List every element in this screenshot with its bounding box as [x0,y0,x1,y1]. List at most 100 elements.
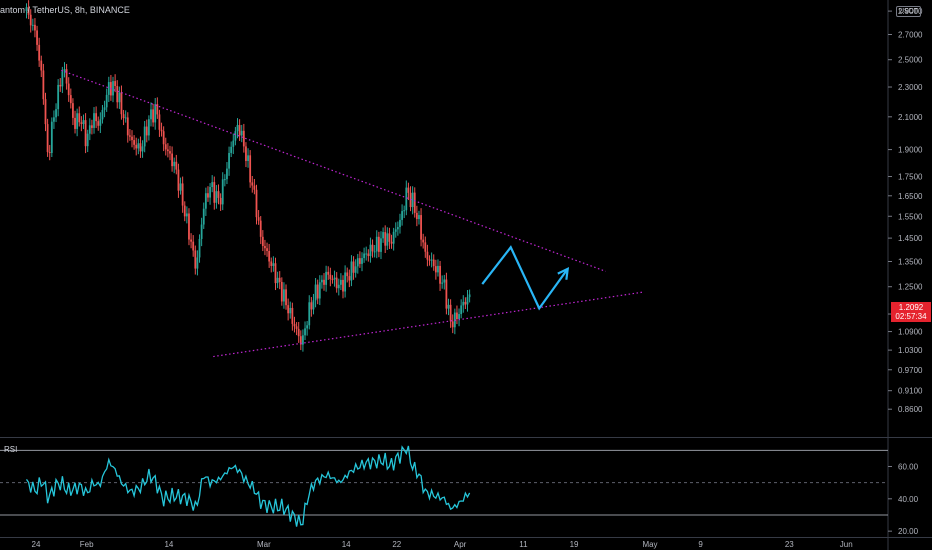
current-price-tag: 1.2092 02:57:34 [891,302,931,322]
candle-body [118,92,121,103]
candle-body [196,257,199,269]
candle-body [124,117,127,119]
candle-body [122,114,125,118]
candle-body [339,279,342,285]
candle-body [213,182,216,203]
candle-body [367,253,370,257]
candle-body [219,197,222,205]
candle-body [462,301,465,306]
price-tick-label: 1.0300 [898,346,923,355]
candle-body [293,323,296,327]
price-tick-label: 2.7000 [898,31,923,40]
candle-body [76,113,79,129]
candle-body [173,161,176,167]
candle-body [152,109,155,123]
chart-title[interactable]: antom / TetherUS, 8h, BINANCE [0,5,130,15]
candle-body [407,187,410,193]
candle-body [141,146,144,152]
price-tick-label: 1.4500 [898,234,923,243]
candle-body [399,219,401,228]
candle-body [156,104,159,115]
price-tick-label: 0.9700 [898,366,923,375]
candle-body [405,187,408,211]
candle-body [103,107,106,110]
candle-body [65,69,68,84]
candle-body [268,250,271,262]
candle-body [375,236,378,252]
candle-body [276,277,279,284]
candle-body [137,143,140,149]
candle-body [95,113,98,122]
candle-body [175,161,178,170]
candle-body [464,301,467,305]
candle-body [169,151,171,154]
candle-body [126,117,129,136]
projection-arrowhead [557,267,570,280]
candle-body [432,259,435,267]
candle-body [215,191,218,203]
candle-body [445,279,448,309]
candle-body [160,129,163,132]
candle-body [97,121,100,126]
price-tick-label: 2.1000 [898,113,923,122]
candle-body [259,220,262,237]
candle-body [69,95,72,104]
candle-body [72,103,74,118]
candle-body [289,307,292,314]
candle-body [61,71,64,87]
candle-body [428,259,431,261]
time-tick-label: 23 [785,540,794,549]
price-tick-label: 1.3500 [898,258,923,267]
candle-body [443,279,446,283]
candle-body [274,263,277,284]
candle-body [278,277,281,282]
time-tick-label: Jun [840,540,853,549]
candle-body [162,131,165,145]
candle-body [354,266,357,273]
candle-body [358,258,361,264]
candle-body [181,183,184,206]
rsi-label[interactable]: RSI [4,445,18,454]
candle-body [388,233,391,242]
candle-body [291,307,294,324]
candle-body [74,117,76,129]
candle-body [348,276,351,281]
candle-body [249,155,252,183]
candle-body [183,205,186,217]
candle-body [139,143,142,152]
candle-body [302,335,304,345]
candle-body [285,289,287,306]
candle-body [217,191,220,198]
candle-body [430,259,433,261]
candle-body [377,236,380,252]
candle-body [394,229,397,232]
candle-body [363,253,366,259]
candle-body [323,279,325,285]
candle-body [361,258,363,264]
candle-body [287,305,290,314]
candle-body [158,114,161,130]
candle-body [105,94,108,108]
candle-body [318,282,321,299]
price-tick-label: 1.0900 [898,328,923,337]
candle-body [331,279,334,281]
candle-body [390,241,393,244]
candle-body [86,133,89,147]
candle-body [380,238,382,252]
candle-body [99,119,102,126]
candle-body [67,83,70,96]
candle-body [234,131,237,141]
candle-body [179,183,182,191]
candle-body [449,304,452,322]
candle-body [439,265,441,284]
candle-body [171,153,173,167]
candle-body [264,246,266,249]
candle-body [53,117,55,122]
currency-selector[interactable]: USDT [896,6,922,17]
candle-body [350,261,353,281]
candle-body [306,325,309,329]
price-tick-label: 0.9100 [898,387,923,396]
candle-body [80,122,83,124]
candle-body [266,248,268,251]
